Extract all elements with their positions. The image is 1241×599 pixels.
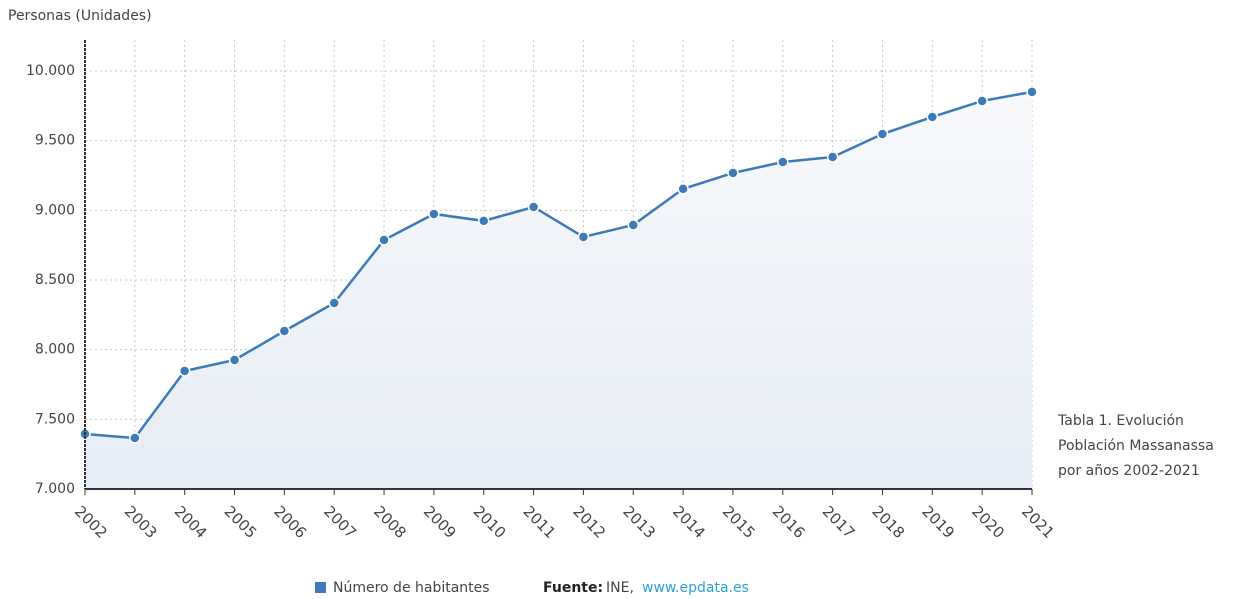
x-tick-label: 2012: [569, 502, 609, 542]
x-tick-label: 2014: [669, 502, 709, 542]
x-tick-label: 2020: [968, 502, 1008, 542]
point: [328, 297, 340, 309]
point: [627, 219, 640, 231]
y-tick-label: 7.500: [35, 411, 75, 427]
point: [378, 234, 390, 246]
x-tick-label: 2011: [520, 502, 560, 542]
y-tick-label: 7.000: [35, 481, 75, 497]
point: [428, 208, 440, 220]
point: [826, 151, 839, 163]
x-tick-label: 2005: [221, 502, 261, 542]
x-tick-label: 2021: [1018, 502, 1058, 542]
point: [178, 365, 191, 377]
area: [85, 91, 1032, 490]
y-tick-label: 9.000: [35, 202, 75, 218]
x-tick-label: 2016: [769, 502, 809, 542]
point: [727, 167, 739, 179]
caption-line: Población Massanassa: [1058, 438, 1214, 454]
x-tick-label: 2019: [918, 502, 958, 542]
point: [876, 128, 889, 140]
point: [1026, 86, 1038, 98]
line: [84, 90, 1033, 440]
x-tick-label: 2013: [619, 502, 659, 542]
point: [577, 231, 590, 243]
point: [228, 354, 241, 366]
point: [477, 215, 490, 227]
x-tick-label: 2003: [121, 502, 161, 542]
x-tick-label: 2010: [470, 502, 510, 542]
x-tick-label: 2009: [420, 502, 460, 542]
point: [129, 432, 141, 444]
point: [976, 95, 988, 107]
source-name: INE,: [606, 580, 634, 596]
y-tick-label: 8.500: [35, 272, 75, 288]
source-label: Fuente:: [543, 580, 603, 596]
point: [527, 201, 540, 213]
y-axis-label: Personas (Unidades): [8, 8, 152, 24]
legend-label: Número de habitantes: [333, 580, 490, 596]
x-tick-label: 2017: [819, 502, 859, 542]
y-tick-label: 8.000: [35, 342, 75, 358]
x-tick-label: 2007: [320, 502, 360, 542]
caption-line: por años 2002-2021: [1058, 463, 1200, 479]
point: [926, 111, 939, 123]
y-tick-label: 9.500: [35, 133, 75, 149]
x-tick-label: 2006: [270, 502, 310, 542]
legend-swatch: [315, 582, 326, 593]
point: [777, 156, 789, 168]
x-tick-label: 2018: [868, 502, 908, 542]
x-tick-label: 2015: [719, 502, 759, 542]
source-link[interactable]: www.epdata.es: [642, 580, 749, 596]
x-tick-label: 2004: [171, 502, 211, 542]
point: [278, 325, 291, 337]
x-tick-label: 2002: [71, 502, 111, 542]
caption-line: Tabla 1. Evolución: [1057, 413, 1184, 429]
x-tick-label: 2008: [370, 502, 410, 542]
point: [677, 183, 689, 195]
y-tick-label: 10.000: [26, 63, 75, 79]
